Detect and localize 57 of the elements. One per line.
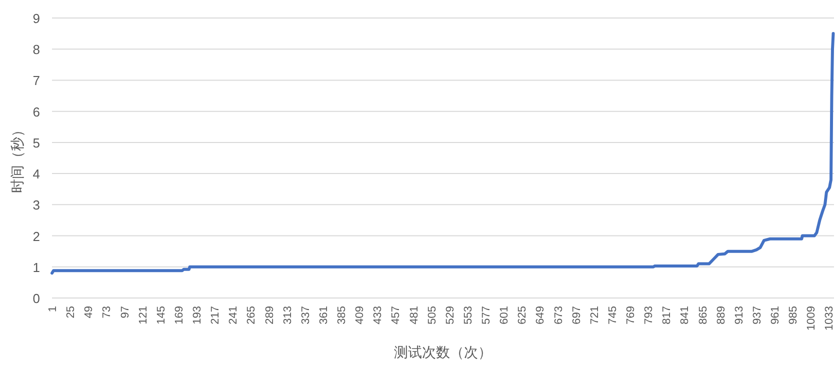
- x-tick-label: 1033: [824, 306, 836, 330]
- x-tick-label: 865: [697, 306, 710, 324]
- x-tick-label: 841: [679, 306, 692, 324]
- x-tick-label: 1: [47, 306, 59, 312]
- x-tick-label: 1009: [806, 306, 818, 330]
- y-tick-label: 6: [32, 104, 40, 120]
- x-tick-label: 937: [751, 306, 764, 324]
- x-tick-label: 145: [155, 306, 168, 324]
- y-axis-title: 时间（秒）: [9, 123, 25, 193]
- x-tick-label: 793: [643, 306, 656, 324]
- x-tick-label: 337: [300, 306, 312, 324]
- x-tick-label: 193: [192, 306, 204, 324]
- x-tick-label: 361: [318, 306, 330, 324]
- x-tick-label: 985: [788, 306, 800, 324]
- x-tick-label: 313: [282, 306, 294, 324]
- x-tick-label: 73: [101, 306, 114, 318]
- x-tick-label: 529: [444, 306, 456, 324]
- x-tick-label: 169: [173, 306, 186, 324]
- x-tick-label: 121: [137, 306, 150, 324]
- x-tick-label: 241: [228, 306, 240, 324]
- x-tick-label: 553: [462, 306, 474, 324]
- x-axis-title: 测试次数（次）: [394, 344, 492, 360]
- x-tick-label: 25: [65, 306, 78, 318]
- line-series: [50, 32, 835, 275]
- x-tick-label: 673: [552, 306, 565, 324]
- x-tick-label: 409: [354, 306, 366, 324]
- y-tick-label: 2: [32, 228, 40, 244]
- x-tick-label: 577: [480, 306, 493, 324]
- x-tick-label: 457: [390, 306, 402, 324]
- x-tick-label: 625: [516, 306, 529, 324]
- y-tick-label: 8: [32, 42, 40, 58]
- x-tick-label: 769: [625, 306, 638, 324]
- x-tick-label: 721: [588, 306, 601, 324]
- x-tick-label: 961: [770, 306, 782, 324]
- x-tick-label: 889: [715, 306, 728, 324]
- x-tick-label: 289: [264, 306, 276, 324]
- x-tick-label: 49: [83, 306, 96, 318]
- x-tick-label: 817: [661, 306, 674, 324]
- x-tick-label: 913: [733, 306, 746, 324]
- x-tick-label: 385: [336, 306, 348, 324]
- y-tick-label: 7: [32, 73, 40, 88]
- x-tick-label: 433: [372, 306, 384, 324]
- y-tick-label: 4: [32, 166, 40, 182]
- x-tick-label: 505: [426, 306, 438, 324]
- y-tick-label: 3: [32, 198, 40, 213]
- y-tick-label: 9: [32, 11, 40, 26]
- y-tick-label: 1: [32, 260, 40, 275]
- x-tick-label: 265: [246, 306, 258, 324]
- x-tick-label: 97: [119, 306, 132, 318]
- x-tick-label: 217: [210, 306, 222, 324]
- x-tick-label: 481: [408, 306, 420, 324]
- y-tick-label: 5: [32, 135, 40, 150]
- x-tick-label: 745: [606, 306, 619, 324]
- y-tick-label: 0: [32, 291, 40, 306]
- x-tick-label: 601: [498, 306, 511, 324]
- x-tick-label: 649: [534, 306, 547, 324]
- x-tick-label: 697: [570, 306, 583, 324]
